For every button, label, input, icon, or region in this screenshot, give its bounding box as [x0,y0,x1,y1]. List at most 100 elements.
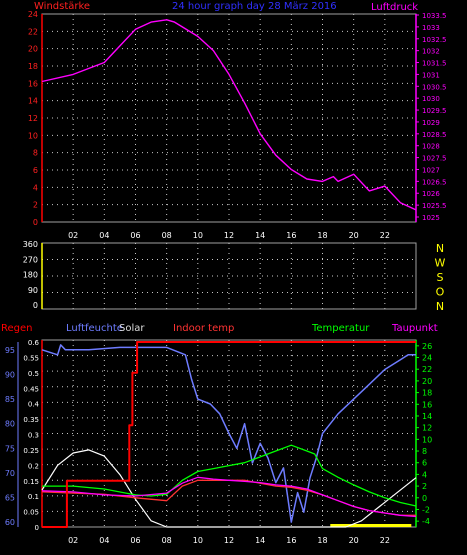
hour-tick-label: 20 [349,536,359,545]
temperature-tick-label: 2 [422,482,427,491]
temperature-tick-label: 6 [422,459,427,468]
legend-luftfeuchte: Luftfeuchte [66,323,123,334]
compass-label: N [436,242,444,255]
hour-tick-label: 06 [130,231,140,240]
humidity-tick-label: 85 [5,395,15,404]
direction-tick-label: 180 [23,271,38,280]
pressure-tick-label: 1028 [422,143,440,151]
hour-tick-label: 10 [193,231,203,240]
wind-axis-label: Windstärke [34,1,90,12]
humidity-line [41,344,416,523]
temperature-tick-label: 16 [422,400,432,409]
hour-tick-label: 02 [68,231,78,240]
rain-tick-label: 0.55 [23,354,39,362]
direction-tick-label: 270 [23,255,38,264]
pressure-tick-label: 1026.5 [422,178,447,186]
wind-tick-label: 4 [33,183,38,192]
direction-tick-label: 0 [33,301,38,310]
hour-tick-label: 12 [224,536,234,545]
hour-tick-label: 22 [380,536,390,545]
rain-tick-label: 0.35 [23,416,39,424]
temperature-tick-label: 10 [422,435,432,444]
pressure-wind-panel: 02468101214161820222410251025.510261026.… [28,10,447,240]
climate-panel: 606570758085909500.050.10.150.20.250.30.… [5,339,432,545]
temperature-tick-label: 0 [422,494,427,503]
wind-tick-label: 0 [33,218,38,227]
rain-tick-label: 0.45 [23,385,39,393]
humidity-tick-label: 70 [5,469,15,478]
rain-tick-label: 0.2 [28,462,39,470]
compass-label: N [436,300,444,313]
pressure-tick-label: 1031.5 [422,60,447,68]
humidity-tick-label: 75 [5,444,15,453]
pressure-tick-label: 1032 [422,48,440,56]
legend-temperatur: Temperatur [311,323,370,334]
pressure-tick-label: 1027 [422,166,440,174]
hour-tick-label: 14 [255,231,265,240]
humidity-tick-label: 60 [5,518,15,527]
hour-tick-label: 12 [224,231,234,240]
pressure-tick-label: 1026 [422,190,440,198]
wind-tick-label: 8 [33,149,38,158]
temperature-tick-label: 8 [422,447,427,456]
wind-tick-label: 24 [28,10,38,19]
rain-tick-label: 0.6 [28,339,40,347]
humidity-tick-label: 90 [5,370,15,379]
temperature-tick-label: -2 [422,505,430,514]
rain-tick-label: 0.3 [28,432,39,440]
wind-tick-label: 6 [33,166,38,175]
rain-tick-label: 0 [35,524,39,532]
hour-tick-label: 22 [380,231,390,240]
pressure-tick-label: 1025.5 [422,202,447,210]
rain-line [42,341,416,528]
hour-tick-label: 16 [286,231,296,240]
rain-tick-label: 0.5 [28,370,39,378]
hour-tick-label: 10 [193,536,203,545]
temperature-tick-label: 12 [422,424,432,433]
pressure-tick-label: 1033.5 [422,12,447,20]
hour-tick-label: 08 [162,231,172,240]
solar-bar [330,524,412,527]
hour-tick-label: 18 [317,536,327,545]
pressure-line [41,19,417,211]
wind-tick-label: 14 [28,97,38,106]
temperature-tick-label: 4 [422,470,427,479]
pressure-tick-label: 1028.5 [422,131,447,139]
hour-tick-label: 14 [255,536,265,545]
hour-tick-label: 18 [317,231,327,240]
wind-tick-label: 22 [28,27,38,36]
pressure-tick-label: 1030 [422,95,440,103]
legend-taupunkt: Taupunkt [391,323,438,334]
legend-regen: Regen [1,323,33,334]
hour-tick-label: 16 [286,536,296,545]
rain-tick-label: 0.25 [23,447,39,455]
rain-tick-label: 0.15 [23,478,39,486]
legend-solar: Solar [119,323,145,334]
temperature-tick-label: 22 [422,365,432,374]
temperature-tick-label: -4 [422,517,430,526]
humidity-tick-label: 95 [5,346,15,355]
hour-tick-label: 20 [349,231,359,240]
compass-label: W [435,257,446,270]
temperature-tick-label: 14 [422,412,432,421]
hour-tick-label: 02 [68,536,78,545]
direction-tick-label: 360 [23,240,38,249]
temperature-tick-label: 18 [422,389,432,398]
hour-tick-label: 06 [130,536,140,545]
temperature-tick-label: 20 [422,377,432,386]
pressure-tick-label: 1029.5 [422,107,447,115]
wind-tick-label: 16 [28,79,38,88]
pressure-tick-label: 1029 [422,119,440,127]
chart-title: 24 hour graph day 28 März 2016 [172,1,337,12]
rain-tick-label: 0.4 [28,401,40,409]
wind-tick-label: 20 [28,45,38,54]
pressure-tick-label: 1032.5 [422,36,447,44]
temperature-tick-label: 24 [422,354,432,363]
humidity-tick-label: 80 [5,420,15,429]
solar-line [41,449,417,528]
pressure-tick-label: 1033 [422,24,440,32]
compass-label: O [436,286,445,299]
